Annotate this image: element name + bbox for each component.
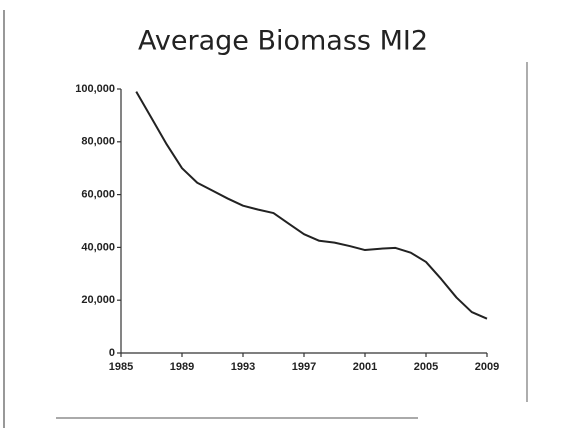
y-tick-label: 80,000 bbox=[81, 136, 115, 148]
y-tick-label: 100,000 bbox=[75, 83, 115, 95]
y-tick-label: 0 bbox=[109, 347, 115, 359]
y-tick-label: 60,000 bbox=[81, 189, 115, 201]
x-tick-label: 2005 bbox=[414, 361, 438, 373]
x-tick-label: 1989 bbox=[170, 361, 194, 373]
y-tick-label: 40,000 bbox=[81, 241, 115, 253]
x-tick-label: 1997 bbox=[292, 361, 316, 373]
x-tick-label: 1985 bbox=[109, 361, 133, 373]
x-tick-label: 2001 bbox=[353, 361, 377, 373]
x-tick-label: 2009 bbox=[475, 361, 499, 373]
data-line bbox=[135, 91, 488, 320]
x-tick-label: 1993 bbox=[231, 361, 255, 373]
y-tick-label: 20,000 bbox=[81, 294, 115, 306]
chart-title: Average Biomass MI2 bbox=[138, 26, 428, 57]
